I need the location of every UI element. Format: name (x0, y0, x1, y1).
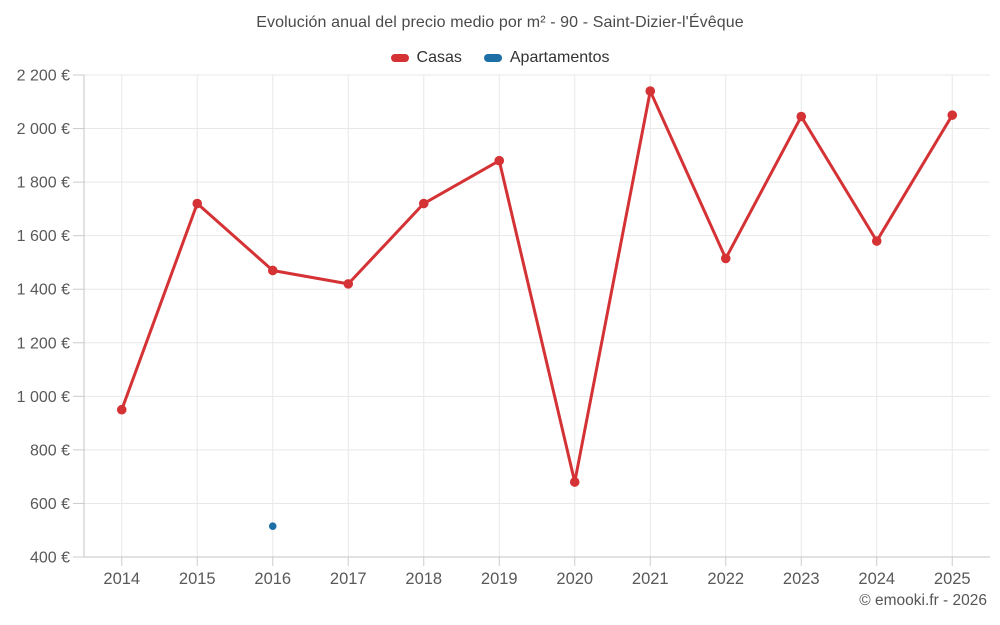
x-axis-label: 2024 (858, 570, 895, 588)
series-line-casas (120, 89, 954, 484)
data-point-casas-2023[interactable] (796, 111, 807, 122)
data-point-casas-2022[interactable] (720, 253, 731, 264)
x-axis-label: 2020 (556, 570, 593, 588)
x-axis-label: 2018 (405, 570, 442, 588)
legend-label-apartamentos: Apartamentos (509, 49, 610, 66)
x-axis-label: 2017 (330, 570, 367, 588)
casas-swatch-icon (390, 54, 409, 62)
data-point-casas-2020[interactable] (569, 477, 580, 487)
x-axis-label: 2015 (179, 570, 216, 588)
x-axis-label: 2023 (783, 570, 820, 588)
x-axis-label: 2025 (934, 570, 971, 588)
y-axis-label: 400 € (30, 550, 70, 567)
x-axis-label: 2022 (707, 570, 744, 588)
data-point-casas-2025[interactable] (947, 110, 958, 120)
data-point-casas-2018[interactable] (418, 198, 429, 209)
data-point-casas-2024[interactable] (871, 236, 882, 246)
y-axis-label: 2 000 € (17, 121, 70, 138)
data-point-casas-2021[interactable] (645, 86, 656, 96)
data-point-casas-2017[interactable] (343, 279, 354, 289)
y-axis-label: 1 000 € (17, 389, 70, 406)
x-axis-label: 2014 (103, 570, 140, 588)
y-axis-label: 800 € (30, 442, 70, 459)
watermark: © emooki.fr - 2026 (859, 592, 987, 609)
chart-legend: Casas Apartamentos (0, 47, 1000, 69)
y-axis-label: 1 800 € (17, 175, 70, 192)
y-axis-label: 1 600 € (17, 228, 70, 245)
legend-label-casas: Casas (416, 49, 462, 66)
data-point-casas-2014[interactable] (116, 404, 127, 415)
y-axis-label: 1 200 € (17, 335, 70, 352)
apartamentos-swatch-icon (483, 54, 502, 62)
x-axis-label: 2019 (481, 570, 518, 588)
legend-item-casas[interactable]: Casas (390, 49, 462, 67)
y-axis-label: 2 200 € (17, 68, 70, 85)
data-point-apartamentos-2016[interactable] (268, 522, 277, 531)
data-point-casas-2015[interactable] (192, 198, 203, 209)
y-axis-label: 1 400 € (17, 282, 70, 299)
legend-item-apartamentos[interactable]: Apartamentos (483, 49, 610, 67)
x-axis-label: 2016 (254, 570, 291, 588)
data-point-casas-2019[interactable] (494, 155, 505, 166)
data-point-casas-2016[interactable] (267, 265, 278, 276)
chart-title: Evolución anual del precio medio por m² … (256, 14, 744, 31)
y-axis-label: 600 € (30, 496, 70, 513)
x-axis-label: 2021 (632, 570, 669, 588)
